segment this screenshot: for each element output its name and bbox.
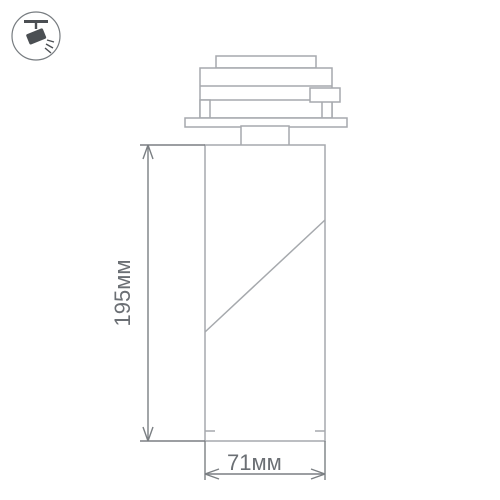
technical-drawing: 195мм 71мм [0, 0, 500, 500]
width-dimension-label: 71мм [227, 450, 282, 475]
lamp-figure [185, 56, 347, 441]
height-dimension-label: 195мм [110, 260, 135, 327]
category-badge [12, 12, 60, 60]
